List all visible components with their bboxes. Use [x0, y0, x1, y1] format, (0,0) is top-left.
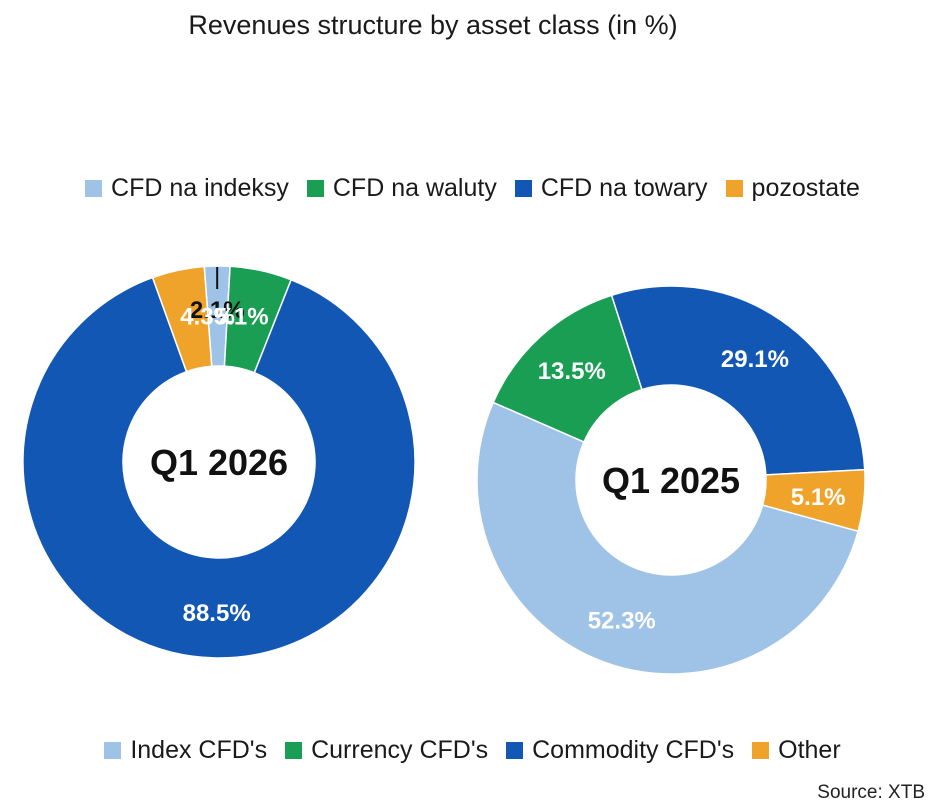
legend-swatch-index — [85, 180, 103, 197]
donut1-slice-commodity — [22, 276, 416, 659]
legend-label-commodity: CFD na towary — [540, 174, 708, 202]
legend-label-commodity-en: Commodity CFD's — [532, 736, 735, 764]
legend-label-currency: CFD na waluty — [332, 174, 497, 202]
legend-item-commodity: CFD na towary — [514, 174, 708, 203]
legend-swatch-currency-en — [285, 742, 303, 759]
donut2-slice-currency — [492, 294, 643, 443]
legend-swatch-index-en — [104, 742, 122, 759]
chart-title: Revenues structure by asset class (in %) — [188, 10, 678, 40]
legend-item-other-en: Other — [752, 736, 841, 765]
legend-label-other-en: Other — [778, 736, 841, 764]
donut2-center-label: Q1 2025 — [602, 460, 740, 501]
legend-swatch-commodity — [514, 180, 532, 197]
donut2-slice-other — [761, 468, 866, 533]
legend-item-currency: CFD na waluty — [306, 174, 497, 203]
legend-item-other: pozostate — [725, 174, 860, 203]
legend-bottom: Index CFD's Currency CFD's Commodity CFD… — [0, 736, 945, 765]
donut2-label-index: 52.3% — [588, 608, 656, 635]
donut1-label-commodity: 88.5% — [183, 600, 251, 627]
legend-label-currency-en: Currency CFD's — [311, 736, 489, 764]
legend-top: CFD na indeksy CFD na waluty CFD na towa… — [0, 174, 945, 203]
legend-swatch-other — [725, 180, 743, 197]
donut1-center-label: Q1 2026 — [150, 442, 288, 483]
donut1-label-index: 2.1% — [190, 297, 245, 324]
legend-label-other: pozostate — [751, 174, 860, 202]
legend-item-currency-en: Currency CFD's — [285, 736, 488, 765]
legend-swatch-other-en — [752, 742, 770, 759]
legend-label-index: CFD na indeksy — [111, 174, 289, 202]
donut1-slice-other — [151, 265, 213, 373]
legend-label-index-en: Index CFD's — [130, 736, 268, 764]
donut2-slice-commodity — [610, 285, 866, 476]
legend-item-commodity-en: Commodity CFD's — [506, 736, 734, 765]
source-note: Source: XTB — [817, 782, 925, 803]
legend-swatch-currency — [306, 180, 324, 197]
donut2-label-commodity: 29.1% — [721, 346, 789, 373]
donut2-label-other: 5.1% — [791, 484, 846, 511]
donut1-label-currency: 5.1% — [214, 304, 269, 331]
legend-item-index: CFD na indeksy — [85, 174, 289, 203]
legend-swatch-commodity-en — [506, 742, 524, 759]
legend-item-index-en: Index CFD's — [104, 736, 267, 765]
donut2-slice-index — [476, 401, 860, 675]
donut2-label-currency: 13.5% — [538, 358, 606, 385]
donut1-label-other: 4.3% — [180, 303, 235, 330]
